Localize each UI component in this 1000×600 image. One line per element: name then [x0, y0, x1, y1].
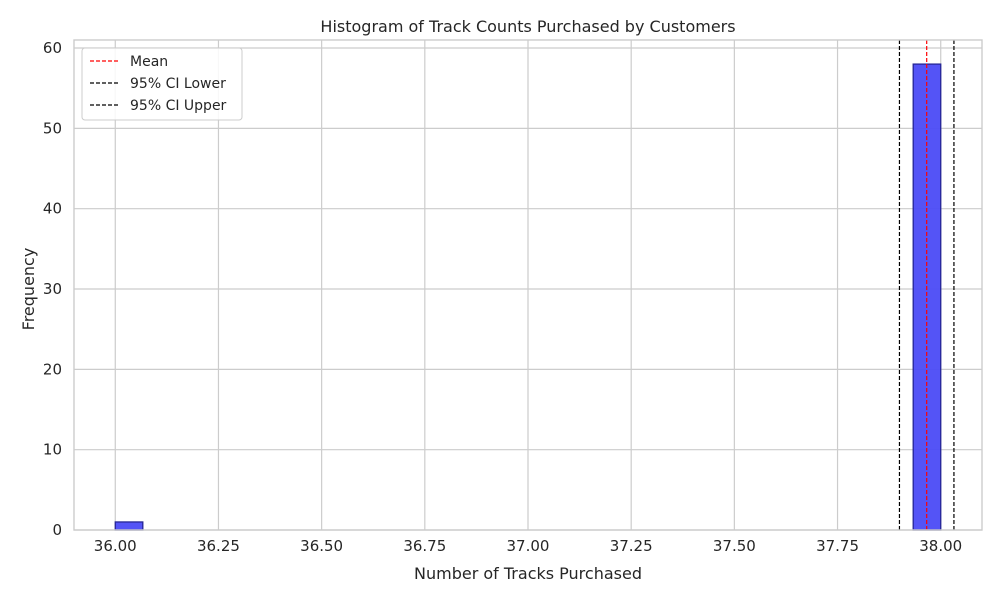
x-tick-label: 37.00	[507, 537, 550, 555]
y-tick-label: 0	[52, 521, 62, 539]
histogram-bar	[114, 521, 144, 531]
x-tick-label: 36.75	[403, 537, 446, 555]
x-tick-label: 38.00	[919, 537, 962, 555]
legend-entry-95-ci-upper: 95% CI Upper	[130, 98, 227, 114]
legend-entry-95-ci-lower: 95% CI Lower	[130, 76, 226, 92]
y-tick-label: 10	[43, 441, 62, 459]
plot-frame	[73, 39, 983, 531]
chart-title: Histogram of Track Counts Purchased by C…	[320, 17, 735, 36]
y-tick-label: 50	[43, 119, 62, 137]
y-tick-label: 60	[43, 39, 62, 57]
y-tick-label: 30	[43, 280, 62, 298]
y-tick-label: 20	[43, 360, 62, 378]
x-tick-label: 36.00	[94, 537, 137, 555]
x-tick-label: 36.25	[197, 537, 240, 555]
x-tick-label: 37.25	[610, 537, 653, 555]
x-tick-label: 37.75	[816, 537, 859, 555]
x-tick-label: 37.50	[713, 537, 756, 555]
x-axis-label: Number of Tracks Purchased	[414, 564, 642, 583]
y-tick-label: 40	[43, 200, 62, 218]
y-axis-label: Frequency	[19, 248, 38, 331]
x-tick-label: 36.50	[300, 537, 343, 555]
legend-box	[81, 47, 243, 121]
legend-entry-mean: Mean	[130, 54, 168, 70]
